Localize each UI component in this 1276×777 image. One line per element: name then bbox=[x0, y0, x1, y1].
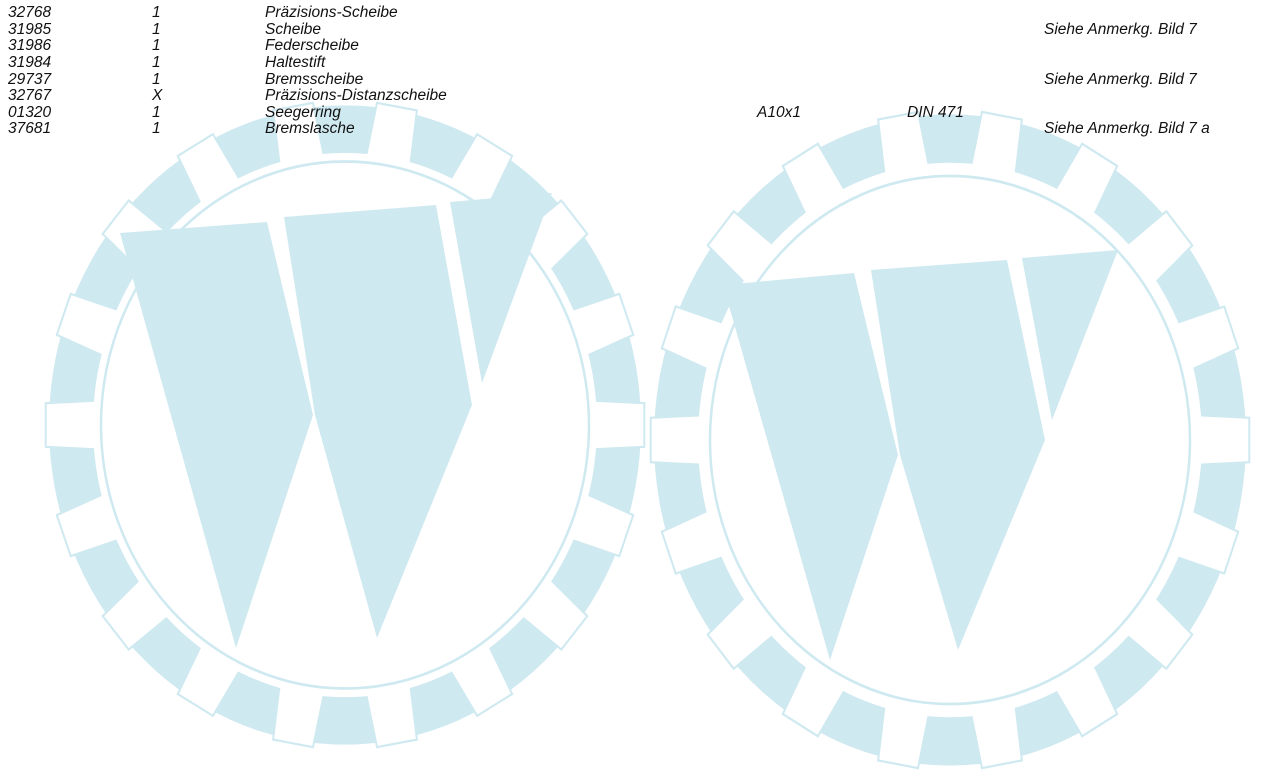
part-number: 29737 bbox=[8, 71, 52, 88]
part-name: Seegerring bbox=[265, 104, 341, 121]
part-name: Präzisions-Distanzscheibe bbox=[265, 87, 447, 104]
quantity: X bbox=[152, 87, 163, 104]
part-norm: DIN 471 bbox=[907, 104, 964, 121]
quantity: 1 bbox=[152, 37, 161, 54]
part-number: 31984 bbox=[8, 54, 52, 71]
part-number: 32768 bbox=[8, 4, 52, 21]
w-logo-right-icon bbox=[723, 250, 1118, 660]
parts-list-row: 37681 1 Bremslasche Siehe Anmerkg. Bild 7 a bbox=[0, 121, 1276, 137]
parts-list-row: 29737 1 Bremsscheibe Siehe Anmerkg. Bild 7 bbox=[0, 72, 1276, 88]
part-number: 31986 bbox=[8, 37, 52, 54]
part-name: Bremslasche bbox=[265, 120, 355, 137]
parts-list-row: 31986 1 Federscheibe bbox=[0, 38, 1276, 54]
quantity: 1 bbox=[152, 104, 161, 121]
part-note: Siehe Anmerkg. Bild 7 bbox=[1044, 71, 1197, 88]
parts-list-row: 31984 1 Haltestift bbox=[0, 55, 1276, 71]
part-note: Siehe Anmerkg. Bild 7 bbox=[1044, 21, 1197, 38]
gear-tooth-gap bbox=[593, 399, 646, 451]
part-name: Federscheibe bbox=[265, 37, 359, 54]
part-name: Präzisions-Scheibe bbox=[265, 4, 398, 21]
part-name: Haltestift bbox=[265, 54, 326, 71]
gear-tooth-gap bbox=[649, 414, 702, 466]
part-number: 37681 bbox=[8, 120, 52, 137]
part-size: A10x1 bbox=[757, 104, 801, 121]
part-number: 01320 bbox=[8, 104, 52, 121]
quantity: 1 bbox=[152, 71, 161, 88]
quantity: 1 bbox=[152, 120, 161, 137]
parts-list-row: 31985 1 Scheibe Siehe Anmerkg. Bild 7 bbox=[0, 22, 1276, 38]
part-number: 31985 bbox=[8, 21, 52, 38]
quantity: 1 bbox=[152, 21, 161, 38]
parts-list-row: 32767 X Präzisions-Distanzscheibe bbox=[0, 88, 1276, 104]
gear-tooth-gap bbox=[1198, 414, 1251, 466]
part-name: Scheibe bbox=[265, 21, 322, 38]
quantity: 1 bbox=[152, 54, 161, 71]
parts-list: 32768 1 Präzisions-Scheibe 31985 1 Scheibe Sie… bbox=[0, 0, 1276, 180]
part-name: Bremsscheibe bbox=[265, 71, 364, 88]
part-note: Siehe Anmerkg. Bild 7 a bbox=[1044, 120, 1210, 137]
quantity: 1 bbox=[152, 4, 161, 21]
part-number: 32767 bbox=[8, 87, 52, 104]
parts-list-row: 01320 1 Seegerring A10x1 DIN 471 bbox=[0, 105, 1276, 121]
parts-list-row: 32768 1 Präzisions-Scheibe bbox=[0, 5, 1276, 21]
gear-tooth-gap bbox=[44, 399, 97, 451]
w-logo-left-icon bbox=[120, 193, 552, 648]
